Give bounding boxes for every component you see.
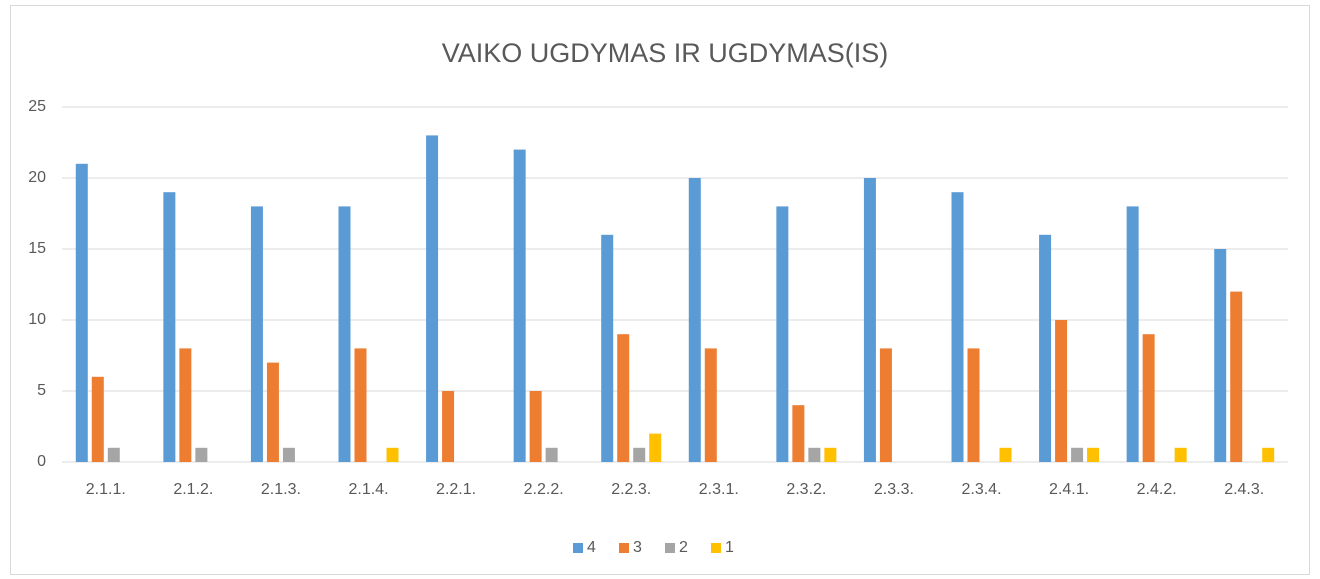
bar xyxy=(195,447,208,462)
x-tick-label: 2.4.3. xyxy=(1224,481,1264,498)
y-tick-label: 10 xyxy=(28,311,46,328)
bar xyxy=(704,348,717,462)
bar xyxy=(617,334,630,462)
x-tick-label: 2.3.4. xyxy=(961,481,1001,498)
legend-swatch xyxy=(573,543,583,553)
y-tick-label: 20 xyxy=(28,169,46,186)
bar xyxy=(338,206,351,462)
y-tick-label: 5 xyxy=(37,382,46,399)
x-tick-label: 2.1.3. xyxy=(261,481,301,498)
x-tick-label: 2.3.3. xyxy=(874,481,914,498)
y-tick-label: 0 xyxy=(37,453,46,470)
bar xyxy=(967,348,980,462)
bar xyxy=(545,447,558,462)
bar xyxy=(792,405,805,462)
bar xyxy=(91,376,104,462)
chart-title: VAIKO UGDYMAS IR UGDYMAS(IS) xyxy=(442,38,889,68)
bar xyxy=(250,206,263,462)
bar xyxy=(1039,234,1052,462)
bar xyxy=(282,447,295,462)
legend-swatch xyxy=(619,543,629,553)
bar xyxy=(75,163,88,463)
bar xyxy=(1087,447,1100,462)
x-tick-label: 2.3.2. xyxy=(786,481,826,498)
bar xyxy=(163,192,176,462)
x-tick-label: 2.2.2. xyxy=(524,481,564,498)
legend-label: 3 xyxy=(633,539,642,556)
bar xyxy=(1071,447,1084,462)
bar xyxy=(951,192,964,462)
bar xyxy=(386,447,399,462)
bar xyxy=(1230,291,1243,462)
bar xyxy=(999,447,1012,462)
legend-label: 4 xyxy=(587,539,596,556)
bar xyxy=(1055,320,1068,462)
bar xyxy=(688,178,701,462)
legend-label: 2 xyxy=(679,539,688,556)
bar xyxy=(776,206,789,462)
bar xyxy=(266,362,279,462)
y-tick-label: 25 xyxy=(28,98,46,115)
y-tick-label: 15 xyxy=(28,240,46,257)
bar xyxy=(1142,334,1155,462)
bar xyxy=(1262,447,1275,462)
bar xyxy=(1126,206,1139,462)
bar xyxy=(426,135,439,462)
bar xyxy=(863,178,876,462)
x-tick-label: 2.1.1. xyxy=(86,481,126,498)
bar xyxy=(649,433,662,462)
bar xyxy=(442,391,455,462)
x-tick-label: 2.4.1. xyxy=(1049,481,1089,498)
x-tick-label: 2.4.2. xyxy=(1137,481,1177,498)
bar xyxy=(529,391,542,462)
x-tick-label: 2.1.2. xyxy=(173,481,213,498)
x-tick-label: 2.2.3. xyxy=(611,481,651,498)
bar xyxy=(601,234,614,462)
bar xyxy=(1174,447,1187,462)
bar xyxy=(808,447,821,462)
x-tick-label: 2.2.1. xyxy=(436,481,476,498)
legend-label: 1 xyxy=(725,539,734,556)
x-tick-label: 2.3.1. xyxy=(699,481,739,498)
bar xyxy=(107,447,120,462)
legend-swatch xyxy=(711,543,721,553)
bar xyxy=(1214,249,1227,462)
x-tick-label: 2.1.4. xyxy=(348,481,388,498)
bar xyxy=(354,348,367,462)
bar xyxy=(633,447,646,462)
legend-swatch xyxy=(665,543,675,553)
bar xyxy=(513,149,526,462)
bar xyxy=(179,348,192,462)
bar xyxy=(824,447,837,462)
bar xyxy=(879,348,892,462)
chart-border xyxy=(10,5,1310,575)
